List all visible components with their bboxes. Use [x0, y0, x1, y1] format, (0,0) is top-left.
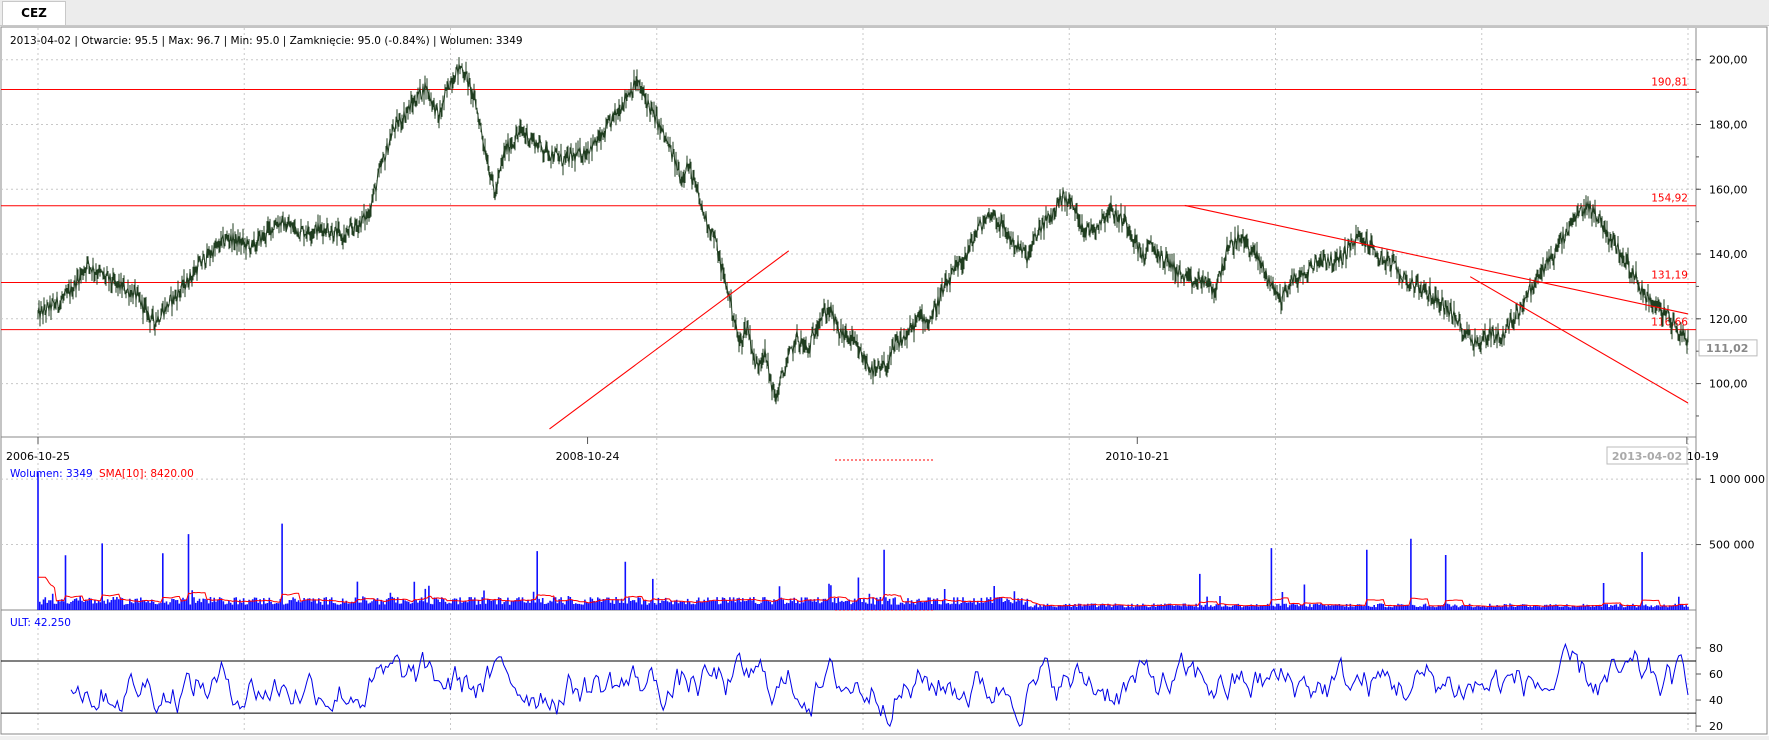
y-tick-label: 140,00: [1709, 248, 1748, 261]
trend-line: [1184, 204, 1689, 315]
trend-lines: [549, 204, 1689, 430]
ult-series: [1, 642, 1696, 728]
x-tick-label: 2008-10-24: [556, 450, 620, 463]
y-tick-label: 20: [1709, 720, 1723, 733]
last-date-label: 2013-04-02: [1612, 450, 1682, 463]
price-line: [37, 57, 1689, 405]
volume-series: [37, 472, 1689, 610]
level-label: 131,19: [1651, 270, 1688, 282]
current-price-box: [1698, 339, 1758, 357]
x-tick-label: 2010-10-21: [1105, 450, 1169, 463]
trend-line: [1469, 276, 1689, 404]
volume-legend: Wolumen: 3349: [10, 468, 93, 480]
level-label: 190,81: [1651, 76, 1688, 88]
y-tick-label: 160,00: [1709, 183, 1748, 196]
grid: [1, 28, 1696, 732]
x-tick-label: 2006-10-25: [6, 450, 70, 463]
y-tick-label: 40: [1709, 694, 1723, 707]
y-tick-label: 200,00: [1709, 54, 1748, 67]
info-line: 2013-04-02 | Otwarcie: 95.5 | Max: 96.7 …: [10, 35, 523, 47]
sma-legend: SMA[10]: 8420.00: [99, 468, 194, 480]
last-date-box: [1606, 446, 1688, 465]
current-price-label: 111,02: [1706, 342, 1748, 355]
y-tick-label: 80: [1709, 642, 1723, 655]
level-label: 154,92: [1651, 193, 1688, 205]
y-tick-label: 120,00: [1709, 313, 1748, 326]
y-tick-label: 500 000: [1709, 539, 1755, 552]
axis-labels: 200,00 180,00 160,00 140,00 120,00 100,00 111,…: [6, 54, 1765, 733]
ult-legend: ULT: 42.250: [10, 617, 71, 629]
sma-line: [38, 576, 1689, 608]
ult-line: [70, 642, 1689, 728]
y-tick-label: 100,00: [1709, 378, 1748, 391]
price-series: [37, 57, 1689, 405]
tab-bar: CEZ: [0, 0, 1769, 26]
y-tick-label: 60: [1709, 668, 1723, 681]
chart-area: 190,81 154,92 131,19 116,66 200,00 180,00 160…: [0, 26, 1769, 736]
y-tick-label: 180,00: [1709, 118, 1748, 131]
trend-line: [549, 250, 790, 430]
y-tick-label: 1 000 000: [1709, 473, 1765, 486]
volume-bars: [37, 472, 1689, 610]
tab-cez[interactable]: CEZ: [2, 1, 66, 25]
chart-frame: [0, 26, 1768, 735]
